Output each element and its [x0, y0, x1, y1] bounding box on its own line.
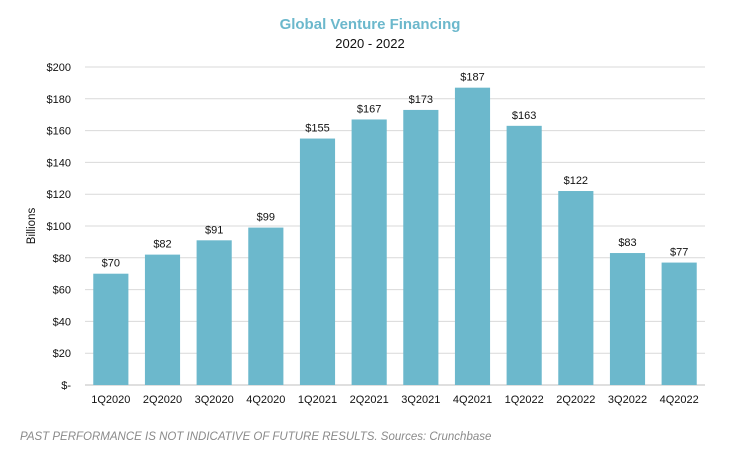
y-tick-label: $180 — [47, 94, 71, 106]
bar-chart: $- $20 $40 $60 $80 $100 $120 $140 $160 $180 $200 $… — [26, 62, 705, 406]
y-tick-label: $60 — [53, 285, 71, 297]
x-tick-label: 4Q2020 — [246, 394, 285, 406]
data-labels: $70 $82 $91 $99 $155 $167 $173 $187 $163 $122 $83 $… — [102, 72, 689, 270]
footer-note: PAST PERFORMANCE IS NOT INDICATIVE OF FU… — [20, 431, 492, 443]
data-label: $91 — [205, 224, 223, 236]
y-tick-label: $160 — [47, 126, 71, 138]
y-tick-label: $200 — [47, 62, 71, 74]
y-tick-label: $40 — [53, 316, 71, 328]
bar-2Q2020 — [144, 254, 181, 385]
x-tick-label: 2Q2020 — [143, 394, 182, 406]
y-tick-label: $100 — [47, 221, 71, 233]
bar-4Q2022 — [661, 262, 697, 385]
x-axis-ticks: 1Q2020 2Q2020 3Q2020 4Q2020 1Q2021 2Q2021 3Q20… — [91, 394, 698, 406]
data-label: $70 — [102, 258, 120, 270]
data-label: $122 — [564, 175, 588, 187]
bar-1Q2020 — [93, 273, 129, 385]
y-tick-label: $20 — [53, 348, 71, 360]
y-tick-label: $80 — [53, 253, 71, 265]
x-tick-label: 3Q2020 — [195, 394, 234, 406]
bars — [93, 87, 697, 386]
data-label: $99 — [257, 212, 275, 224]
x-tick-label: 2Q2022 — [556, 394, 595, 406]
bar-3Q2020 — [196, 240, 232, 385]
x-tick-label: 4Q2021 — [453, 394, 492, 406]
x-tick-label: 1Q2021 — [298, 394, 337, 406]
bar-3Q2021 — [403, 109, 439, 386]
y-tick-label: $120 — [47, 189, 71, 201]
x-tick-label: 1Q2020 — [91, 394, 130, 406]
gridlines — [85, 66, 705, 386]
y-axis-title: Billions — [26, 208, 38, 245]
bar-3Q2022 — [609, 253, 646, 385]
data-label: $173 — [409, 94, 433, 106]
chart-subtitle: 2020 - 2022 — [335, 36, 405, 51]
data-label: $83 — [618, 237, 636, 249]
data-label: $167 — [357, 103, 381, 115]
y-axis-ticks: $- $20 $40 $60 $80 $100 $120 $140 $160 $180 $200 — [47, 62, 72, 392]
bar-1Q2022 — [506, 125, 542, 385]
bar-2Q2022 — [558, 191, 594, 385]
chart-title: Global Venture Financing — [279, 16, 461, 33]
data-label: $155 — [305, 123, 329, 135]
data-label: $187 — [460, 72, 484, 84]
bar-2Q2021 — [351, 119, 387, 385]
x-tick-label: 3Q2021 — [401, 394, 440, 406]
data-label: $163 — [512, 110, 536, 122]
data-label: $82 — [153, 239, 171, 251]
x-tick-label: 1Q2022 — [505, 394, 544, 406]
bar-4Q2020 — [248, 227, 284, 385]
bar-1Q2021 — [299, 138, 336, 385]
x-tick-label: 2Q2021 — [350, 394, 389, 406]
x-tick-label: 3Q2022 — [608, 394, 647, 406]
x-tick-label: 4Q2022 — [660, 394, 699, 406]
data-label: $77 — [670, 247, 688, 259]
y-tick-label: $140 — [47, 157, 71, 169]
bar-4Q2021 — [454, 87, 491, 386]
y-tick-label: $- — [61, 380, 71, 392]
